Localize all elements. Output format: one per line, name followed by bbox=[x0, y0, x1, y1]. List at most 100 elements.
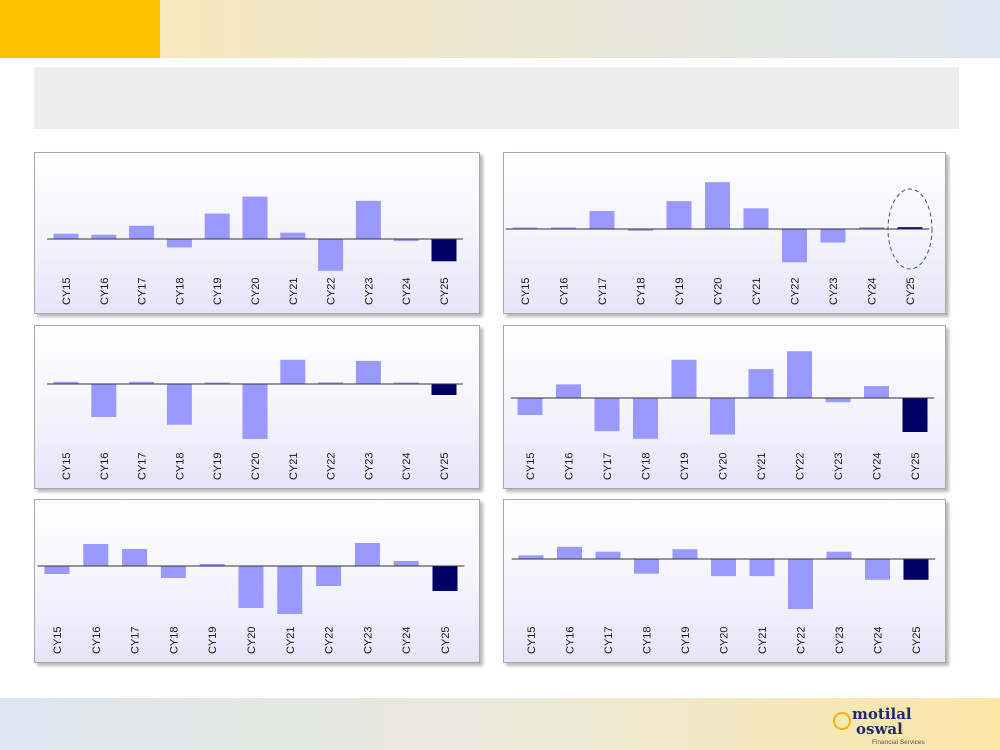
tick-label-cy24: CY24 bbox=[401, 452, 413, 480]
bar-cy20 bbox=[242, 196, 268, 239]
highlight-ellipse bbox=[887, 188, 933, 270]
bar-cy17 bbox=[122, 549, 148, 566]
chart-svg-6: CY15 CY16 CY17 CY18 CY19 CY20 CY21 CY22 CY23 CY24… bbox=[511, 546, 936, 654]
chart-panel-1: CY15 CY16 CY17 CY18 CY19 CY20 CY21 CY22 CY23 CY24… bbox=[34, 152, 480, 314]
tick-label-cy17: CY17 bbox=[603, 626, 615, 654]
tick-label-cy19: CY19 bbox=[212, 277, 224, 305]
bar-cy18 bbox=[633, 398, 658, 439]
tick-label-cy23: CY23 bbox=[833, 452, 845, 480]
tick-label-cy24: CY24 bbox=[401, 626, 413, 654]
tick-label-cy23: CY23 bbox=[363, 277, 375, 305]
bar-cy21 bbox=[280, 232, 306, 239]
bar-cy18 bbox=[160, 566, 186, 578]
tick-label-cy15: CY15 bbox=[52, 626, 64, 654]
chart-svg-2: CY15 CY16 CY17 CY18 CY19 CY20 CY21 CY22 CY23 CY24… bbox=[505, 182, 933, 305]
tick-label-cy19: CY19 bbox=[212, 452, 224, 480]
bar-cy16 bbox=[91, 384, 117, 417]
header-accent-block bbox=[0, 0, 160, 58]
bar-cy17 bbox=[589, 211, 615, 229]
tick-label-cy15: CY15 bbox=[61, 452, 73, 480]
bar-cy23 bbox=[355, 360, 381, 384]
bar-cy18 bbox=[166, 239, 192, 248]
tick-label-cy18: CY18 bbox=[174, 277, 186, 305]
tick-label-cy16: CY16 bbox=[565, 626, 577, 654]
bar-cy22 bbox=[316, 566, 342, 586]
bar-cy20 bbox=[242, 384, 268, 439]
bar-cy21 bbox=[743, 208, 769, 229]
tick-label-cy24: CY24 bbox=[872, 452, 884, 480]
bar-cy18 bbox=[166, 384, 192, 425]
bar-cy20 bbox=[710, 398, 735, 435]
bar-cy19 bbox=[671, 359, 697, 398]
bar-cy21 bbox=[277, 566, 303, 614]
tick-label-cy18: CY18 bbox=[636, 277, 648, 305]
tick-label-cy20: CY20 bbox=[713, 277, 725, 305]
tick-label-cy15: CY15 bbox=[520, 277, 532, 305]
chart-svg-3: CY15 CY16 CY17 CY18 CY19 CY20 CY21 CY22 CY23 CY24… bbox=[47, 359, 463, 480]
tick-label-cy21: CY21 bbox=[288, 277, 300, 305]
chart-panel-2: CY15 CY16 CY17 CY18 CY19 CY20 CY21 CY22 CY23 CY24… bbox=[503, 152, 946, 314]
bar-cy22 bbox=[782, 229, 807, 263]
tick-label-cy22: CY22 bbox=[796, 626, 808, 654]
logo-line1: motilal bbox=[852, 705, 912, 723]
tick-label-cy17: CY17 bbox=[602, 452, 614, 480]
bar-cy23 bbox=[825, 398, 851, 403]
bar-cy24 bbox=[393, 561, 419, 566]
tick-label-cy21: CY21 bbox=[757, 626, 769, 654]
tick-label-cy17: CY17 bbox=[137, 277, 149, 305]
bar-cy22 bbox=[318, 382, 344, 384]
bar-cy15 bbox=[53, 381, 79, 384]
footer-band bbox=[0, 698, 1000, 750]
bar-cy19 bbox=[204, 382, 230, 384]
bar-cy25 bbox=[432, 566, 458, 591]
tick-label-cy22: CY22 bbox=[790, 277, 802, 305]
bar-cy17 bbox=[129, 381, 155, 384]
tick-label-cy19: CY19 bbox=[674, 277, 686, 305]
bar-cy25 bbox=[902, 398, 928, 432]
tick-label-cy25: CY25 bbox=[440, 626, 452, 654]
bar-cy18 bbox=[628, 229, 653, 231]
tick-label-cy24: CY24 bbox=[401, 277, 413, 305]
tick-label-cy21: CY21 bbox=[751, 277, 763, 305]
bar-cy25 bbox=[431, 239, 457, 262]
bar-cy15 bbox=[44, 566, 70, 574]
tick-label-cy23: CY23 bbox=[362, 626, 374, 654]
chart-panel-6: CY15 CY16 CY17 CY18 CY19 CY20 CY21 CY22 CY23 CY24… bbox=[503, 499, 946, 663]
bar-cy16 bbox=[556, 384, 581, 398]
bar-cy22 bbox=[788, 559, 813, 610]
bar-cy17 bbox=[595, 551, 621, 559]
tick-label-cy16: CY16 bbox=[559, 277, 571, 305]
tick-label-cy25: CY25 bbox=[439, 277, 451, 305]
bar-cy23 bbox=[820, 229, 846, 243]
logo-line3: Financial Services bbox=[872, 739, 925, 746]
title-box bbox=[34, 67, 959, 129]
bar-cy21 bbox=[280, 359, 306, 384]
tick-label-cy19: CY19 bbox=[207, 626, 219, 654]
bar-cy15 bbox=[512, 227, 538, 229]
tick-label-cy22: CY22 bbox=[795, 452, 807, 480]
bar-cy25 bbox=[431, 384, 457, 395]
chart-panel-5: CY15 CY16 CY17 CY18 CY19 CY20 CY21 CY22 CY23 CY24… bbox=[34, 499, 480, 663]
bar-cy23 bbox=[826, 551, 852, 559]
chart-svg-1: CY15 CY16 CY17 CY18 CY19 CY20 CY21 CY22 CY23 CY24… bbox=[47, 196, 463, 305]
bar-cy16 bbox=[83, 544, 109, 566]
tick-label-cy19: CY19 bbox=[680, 626, 692, 654]
tick-label-cy17: CY17 bbox=[137, 452, 149, 480]
tick-label-cy25: CY25 bbox=[905, 277, 917, 305]
bar-cy24 bbox=[393, 239, 419, 242]
chart-panel-3: CY15 CY16 CY17 CY18 CY19 CY20 CY21 CY22 CY23 CY24… bbox=[34, 325, 480, 489]
tick-label-cy21: CY21 bbox=[288, 452, 300, 480]
tick-label-cy15: CY15 bbox=[525, 452, 537, 480]
bar-cy15 bbox=[518, 555, 544, 559]
tick-label-cy25: CY25 bbox=[910, 452, 922, 480]
chart-svg-4: CY15 CY16 CY17 CY18 CY19 CY20 CY21 CY22 CY23 CY24… bbox=[510, 351, 935, 480]
tick-label-cy16: CY16 bbox=[99, 452, 111, 480]
tick-label-cy16: CY16 bbox=[91, 626, 103, 654]
bar-cy24 bbox=[864, 386, 889, 398]
bar-cy20 bbox=[238, 566, 264, 608]
tick-label-cy20: CY20 bbox=[250, 277, 262, 305]
tick-label-cy21: CY21 bbox=[285, 626, 297, 654]
tick-label-cy18: CY18 bbox=[642, 626, 654, 654]
tick-label-cy18: CY18 bbox=[174, 452, 186, 480]
bar-cy20 bbox=[711, 559, 736, 577]
